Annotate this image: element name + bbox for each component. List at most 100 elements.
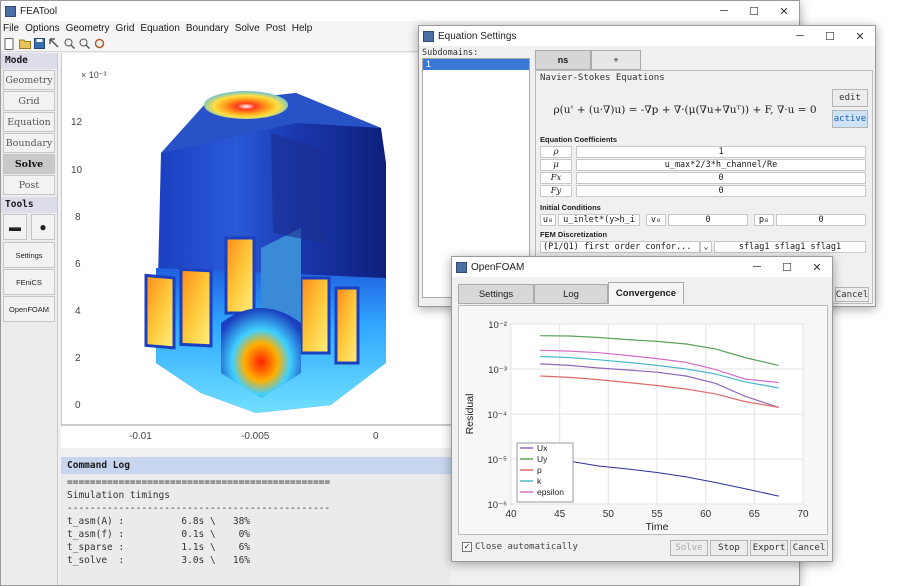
x-tick-label: 65 [749,509,761,520]
maximize-icon[interactable]: ☐ [825,30,835,43]
coeff-rho-field[interactable]: 1 [576,146,866,158]
eq-app-icon [423,30,434,42]
new-file-icon[interactable] [3,37,16,50]
command-log-title: Command Log [61,457,451,474]
mode-solve-button[interactable]: Solve [3,154,55,174]
fem-select[interactable]: (P1/Q1) first order confor... [540,241,700,253]
mode-equation-button[interactable]: Equation [3,112,55,132]
menu-options[interactable]: Options [25,23,60,34]
of-tab-convergence[interactable]: Convergence [608,282,684,304]
maximize-icon[interactable]: ☐ [749,5,759,18]
menu-boundary[interactable]: Boundary [185,23,229,34]
maximize-icon[interactable]: ☐ [782,261,792,274]
init-row: u₀ u_inlet*(y>h_i v₀ 0 p₀ 0 [540,214,866,226]
equation-formula: ρ(u' + (u·∇)u) = -∇p + ∇·(μ(∇u+∇uᵀ)) + F… [553,104,817,116]
y-tick-6: 6 [75,259,81,270]
window-controls: ─ ☐ ✕ [709,1,799,21]
tool-fenics-button[interactable]: FEniCS [3,269,55,295]
of-export-button[interactable]: Export [750,540,788,556]
y-tick-12: 12 [71,117,83,128]
log-line: ========================================… [67,477,331,488]
of-cancel-button[interactable]: Cancel [790,540,828,556]
window-title: FEATool [20,5,58,17]
coeff-fy-field[interactable]: 0 [576,185,866,197]
series-line-residual [540,456,779,497]
tool-icon-row: ▬ ● [1,213,57,241]
fem-dropdown-icon[interactable]: ⌄ [700,241,712,253]
of-window-controls: ─ ☐ ✕ [742,257,832,277]
init-u0-field[interactable]: u_inlet*(y>h_i [558,214,640,226]
y-tick-label: 10⁻⁴ [487,410,507,421]
tool-openfoam-button[interactable]: OpenFOAM [3,296,55,322]
eq-tab-ns[interactable]: ns [535,50,591,70]
zoom-in-icon[interactable] [63,37,76,50]
menu-help[interactable]: Help [291,23,313,34]
subdomain-item[interactable]: 1 [423,59,529,70]
mode-post-button[interactable]: Post [3,175,55,195]
eq-tab-add[interactable]: + [591,50,641,70]
of-tab-log[interactable]: Log [534,284,608,304]
zoom-out-icon[interactable] [78,37,91,50]
fem-flags-field[interactable]: sflag1 sflag1 sflag1 [714,241,866,253]
command-log-text[interactable]: ========================================… [61,474,451,569]
mode-boundary-button[interactable]: Boundary [3,133,55,153]
pointer-icon[interactable] [48,37,61,50]
close-auto-checkbox[interactable]: ✓ [462,542,472,552]
equation-box: ρ(u' + (u·∇)u) = -∇p + ∇·(μ(∇u+∇uᵀ)) + F… [542,85,828,135]
x-tick-label: 60 [700,509,712,520]
x-tick-neg0005: -0.005 [241,431,270,442]
menu-post[interactable]: Post [265,23,286,34]
menu-equation[interactable]: Equation [140,23,180,34]
tools-header: Tools [1,197,57,213]
tool-settings-button[interactable]: Settings [3,242,55,268]
y-tick-label: 10⁻³ [488,365,507,376]
command-log-panel: Command Log ============================… [61,457,451,585]
convergence-chart[interactable]: 40 45 50 55 60 65 70 10⁻² 10⁻³ 10⁻⁴ 10⁻⁵ 10⁻⁶ Time Re… [459,306,827,534]
rotate-icon[interactable] [93,37,106,50]
log-line: t_solve : 3.0s \ 16% [67,555,251,566]
mode-grid-button[interactable]: Grid [3,91,55,111]
menu-grid[interactable]: Grid [115,23,135,34]
close-auto-label: Close automatically [475,542,578,552]
subdomains-label: Subdomains: [422,48,479,58]
minimize-icon[interactable]: ─ [720,5,728,17]
series-line-Ux [540,363,779,408]
init-p0-field[interactable]: 0 [776,214,866,226]
minimize-icon[interactable]: ─ [796,30,804,42]
menu-solve[interactable]: Solve [234,23,260,34]
sphere-icon[interactable]: ● [31,214,55,240]
log-line: t_asm(f) : 0.1s \ 0% [67,529,251,540]
eq-window-controls: ─ ☐ ✕ [785,26,875,46]
cfd-3d-model [144,91,386,413]
equation-edit-button[interactable]: edit [832,89,868,107]
menu-file[interactable]: File [3,23,20,34]
close-icon[interactable]: ✕ [812,261,822,274]
of-stop-button[interactable]: Stop [710,540,748,556]
series-line-p [540,375,779,408]
eq-window-title: Equation Settings [438,30,517,42]
save-icon[interactable] [33,37,46,50]
of-solve-button[interactable]: Solve [670,540,708,556]
y-tick-label: 10⁻⁵ [487,455,507,466]
of-tab-settings[interactable]: Settings [458,284,534,304]
open-folder-icon[interactable] [18,37,31,50]
equation-active-button[interactable]: active [832,110,868,128]
close-icon[interactable]: ✕ [779,5,789,18]
minimize-icon[interactable]: ─ [753,261,761,273]
convergence-plot-panel: 40 45 50 55 60 65 70 10⁻² 10⁻³ 10⁻⁴ 10⁻⁵ 10⁻⁶ Time Re… [458,305,828,535]
eq-cancel-button[interactable]: Cancel [835,287,869,302]
of-window-title: OpenFOAM [471,261,525,273]
init-v0-field[interactable]: 0 [668,214,748,226]
menu-geometry[interactable]: Geometry [65,23,110,34]
y-exponent-label: × 10⁻³ [81,70,107,80]
coeff-row-rho: ρ 1 [540,146,866,158]
settings-list-icon[interactable]: ▬ [3,214,27,240]
legend-entry: k [537,476,542,486]
y-tick-label: 10⁻⁶ [488,500,508,511]
coeff-mu-field[interactable]: u_max*2/3*h_channel/Re [576,159,866,171]
mode-sidebar: Mode Geometry Grid Equation Boundary Sol… [1,53,58,585]
coeff-fx-field[interactable]: 0 [576,172,866,184]
legend-entry: epsilon [537,487,564,497]
close-icon[interactable]: ✕ [855,30,865,43]
mode-geometry-button[interactable]: Geometry [3,70,55,90]
